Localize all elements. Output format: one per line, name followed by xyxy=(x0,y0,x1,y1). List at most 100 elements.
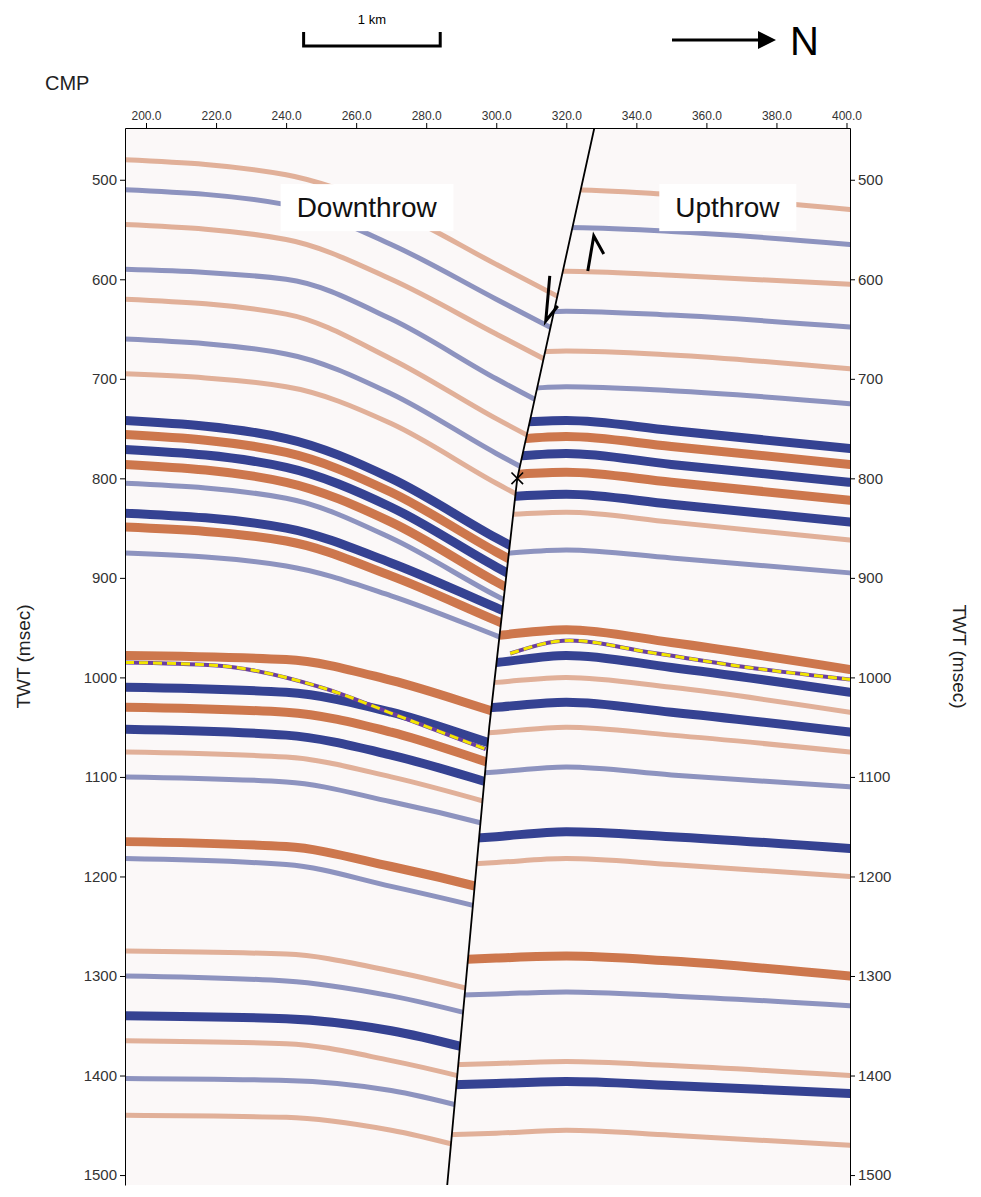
x-axis: 200.0220.0240.0260.0280.0300.0320.0340.0… xyxy=(126,109,863,129)
y-tick-label: 800 xyxy=(92,470,117,487)
y-tick: 1400 xyxy=(84,1067,125,1084)
y2-tick-mark xyxy=(850,279,855,280)
y-tick: 1200 xyxy=(84,868,125,885)
reflector xyxy=(426,311,850,327)
x-tick-label: 240.0 xyxy=(272,109,302,123)
x-tick-label: 260.0 xyxy=(342,109,372,123)
y2-tick-mark xyxy=(850,478,855,479)
half-arrow-up xyxy=(588,236,604,271)
y2-tick: 900 xyxy=(850,569,883,586)
reflector xyxy=(426,1081,850,1093)
reflector xyxy=(125,1016,601,1086)
scale-bar-label: 1 km xyxy=(358,12,386,27)
x-tick-label: 360.0 xyxy=(692,109,722,123)
y2-tick-label: 1300 xyxy=(858,967,891,984)
y-axis-line xyxy=(125,129,126,1186)
reflector xyxy=(426,271,850,284)
y2-tick-mark xyxy=(850,777,855,778)
x-tick-label: 280.0 xyxy=(412,109,442,123)
y2-tick-mark xyxy=(850,976,855,977)
x-tick-mark xyxy=(776,123,777,128)
y2-tick-mark xyxy=(850,876,855,877)
y2-tick: 800 xyxy=(850,470,883,487)
y-tick-label: 1000 xyxy=(84,669,117,686)
reflector xyxy=(426,1130,850,1145)
x-tick: 380.0 xyxy=(762,109,792,128)
y-tick-label: 1100 xyxy=(85,768,117,785)
x-tick-mark xyxy=(286,123,287,128)
y-tick: 500 xyxy=(92,171,125,188)
y-tick: 700 xyxy=(92,370,125,387)
reflector xyxy=(125,299,601,473)
x-tick: 320.0 xyxy=(552,109,582,128)
x-tick: 300.0 xyxy=(482,109,512,128)
horizon xyxy=(125,662,486,749)
y2-tick: 1500 xyxy=(850,1166,891,1183)
y-tick-mark xyxy=(120,279,125,280)
y2-tick: 1400 xyxy=(850,1067,891,1084)
y-tick: 600 xyxy=(92,271,125,288)
y-tick-mark xyxy=(120,777,125,778)
reflector xyxy=(125,729,601,817)
y-tick-mark xyxy=(120,478,125,479)
y2-tick-label: 700 xyxy=(858,370,883,387)
y-tick-label: 500 xyxy=(92,171,117,188)
x-tick: 360.0 xyxy=(692,109,722,128)
north-arrow: N xyxy=(672,19,819,63)
x-tick-mark xyxy=(216,123,217,128)
y-tick-mark xyxy=(120,876,125,877)
reflector xyxy=(125,160,601,319)
y2-tick-label: 1500 xyxy=(858,1166,891,1183)
y-tick-mark xyxy=(120,976,125,977)
y2-tick-mark xyxy=(850,677,855,678)
y2-tick-label: 1200 xyxy=(858,868,891,885)
y2-tick: 1300 xyxy=(850,967,891,984)
y2-tick: 500 xyxy=(850,171,883,188)
fault-marker xyxy=(511,473,523,485)
x-tick-label: 200.0 xyxy=(131,109,161,123)
reflector xyxy=(125,859,601,942)
y2-tick-label: 1400 xyxy=(858,1067,891,1084)
y-tick: 900 xyxy=(92,569,125,586)
y-tick-mark xyxy=(120,180,125,181)
x-tick: 400.0 xyxy=(832,109,862,128)
reflector xyxy=(426,992,850,1006)
reflector xyxy=(426,956,850,976)
y-tick: 1500 xyxy=(84,1166,125,1183)
y-tick: 1000 xyxy=(84,669,125,686)
y-tick-label: 1500 xyxy=(84,1166,117,1183)
x-tick: 340.0 xyxy=(622,109,652,128)
y2-tick-label: 600 xyxy=(858,271,883,288)
annotation: Downthrow xyxy=(281,184,454,231)
half-arrow-down xyxy=(546,276,558,321)
annotation-text: Upthrow xyxy=(675,192,780,223)
y-tick-mark xyxy=(120,1175,125,1176)
y2-tick: 1200 xyxy=(850,868,891,885)
y-tick-label: 1200 xyxy=(84,868,117,885)
seismic-figure: 200.0220.0240.0260.0280.0300.0320.0340.0… xyxy=(0,0,981,1197)
x-tick-mark xyxy=(426,123,427,128)
y2-tick-mark xyxy=(850,1076,855,1077)
y-tick-mark xyxy=(120,677,125,678)
y-tick-mark xyxy=(120,578,125,579)
horizon xyxy=(510,641,850,680)
y-tick-mark xyxy=(120,379,125,380)
scale-bar: 1 km xyxy=(304,12,441,46)
reflector xyxy=(426,550,850,573)
reflector xyxy=(125,527,601,665)
annotation-background xyxy=(281,184,454,231)
x-tick-label: 400.0 xyxy=(832,109,862,123)
horizon-underline xyxy=(510,641,850,680)
y-tick-mark xyxy=(120,1076,125,1077)
x-tick-mark xyxy=(566,123,567,128)
y2-tick-mark xyxy=(850,578,855,579)
scale-bar-line xyxy=(304,32,441,46)
x-tick: 200.0 xyxy=(131,109,161,128)
x-axis-line xyxy=(126,128,851,129)
x-tick-label: 300.0 xyxy=(482,109,512,123)
reflector xyxy=(426,387,850,404)
y-tick-label: 600 xyxy=(92,271,117,288)
x-tick-label: 320.0 xyxy=(552,109,582,123)
y-tick-label: 1300 xyxy=(84,967,117,984)
north-arrow-shaft xyxy=(672,39,760,42)
